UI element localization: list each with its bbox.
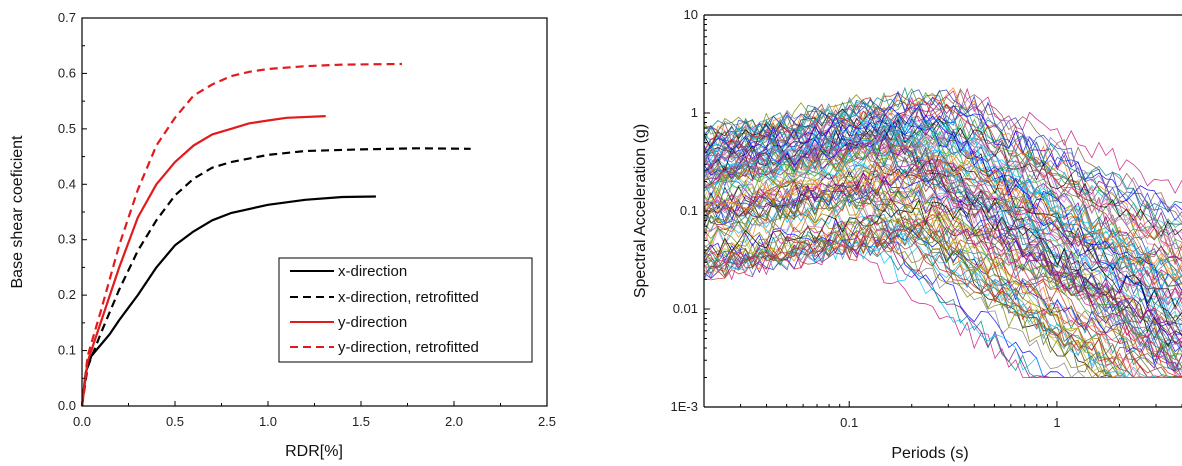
y-tick-label: 0.0 — [58, 398, 76, 413]
y-tick-label: 0.1 — [58, 343, 76, 358]
y-tick-label: 0.4 — [58, 176, 76, 191]
spectrum-line-110 — [704, 155, 1182, 282]
y-tick-label: 1E-3 — [671, 399, 698, 414]
legend-label-x-direction: x-direction — [338, 263, 407, 280]
spectrum-line-102 — [704, 162, 1182, 361]
spectrum-line-35 — [704, 163, 1182, 311]
spectrum-line-74 — [704, 143, 1182, 345]
spectrum-line-119 — [704, 117, 1182, 313]
y-tick-label: 0.7 — [58, 10, 76, 25]
spectrum-line-116 — [704, 182, 1182, 345]
y-tick-label: 10 — [684, 7, 698, 22]
spectra-y-axis-title: Spectral Acceleration (g) — [632, 124, 649, 298]
pushover-chart: 0.0 0.5 1.0 1.5 2.0 2.5 0.0 0.1 0.2 0.3 0.4 0.5 0.6 0… — [9, 10, 556, 460]
spectrum-line-87 — [704, 189, 1182, 304]
spectrum-line-95 — [704, 223, 1182, 378]
spectrum-line-98 — [704, 186, 1182, 378]
y-tick-label: 0.5 — [58, 121, 76, 136]
pushover-series-group — [80, 62, 471, 407]
spectrum-line-67 — [704, 162, 1182, 378]
spectra-x-axis-title: Periods (s) — [891, 445, 968, 462]
y-tick-label: 1 — [691, 105, 698, 120]
spectrum-line-86 — [704, 114, 1182, 306]
spectrum-line-89 — [704, 207, 1182, 378]
spectra-series-group — [704, 86, 1182, 379]
y-tick-label: 0.6 — [58, 65, 76, 80]
legend-label-y-direction: y-direction — [338, 314, 407, 331]
y-tick-label: 0.01 — [673, 301, 698, 316]
spectrum-line-56 — [704, 120, 1182, 277]
y-tick-label: 0.3 — [58, 232, 76, 247]
series-line-2 — [80, 115, 326, 407]
x-tick-label: 1.5 — [352, 414, 370, 429]
spectrum-line-118 — [704, 217, 1182, 379]
x-tick-label: 0.1 — [840, 415, 858, 430]
pushover-legend-box — [278, 257, 533, 363]
spectrum-line-108 — [704, 224, 1182, 379]
x-tick-label: 2.5 — [538, 414, 556, 429]
spectrum-line-113 — [704, 132, 1182, 344]
spectrum-line-105 — [704, 108, 1182, 289]
x-tick-label: 0.5 — [166, 414, 184, 429]
spectrum-line-111 — [704, 105, 1182, 335]
pushover-x-axis-title: RDR[%] — [285, 443, 343, 460]
series-line-0 — [80, 195, 376, 407]
spectrum-line-37 — [704, 87, 1182, 195]
spectrum-line-81 — [704, 181, 1182, 377]
spectrum-line-112 — [704, 86, 1182, 212]
spectrum-line-114 — [704, 226, 1182, 378]
legend-label-y-direction-retrofitted: y-direction, retrofitted — [338, 339, 479, 356]
x-tick-label: 1 — [1053, 415, 1060, 430]
spectrum-line-104 — [704, 123, 1182, 351]
spectra-chart: 1E-3 0.01 0.1 1 10 0.1 1 Periods (s) Spectral … — [632, 7, 1182, 462]
spectrum-line-115 — [704, 182, 1182, 333]
spectrum-line-90 — [704, 154, 1182, 284]
legend-label-x-direction-retrofitted: x-direction, retrofitted — [338, 289, 479, 306]
pushover-legend: x-direction x-direction, retrofitted y-d… — [278, 257, 533, 363]
x-tick-label: 0.0 — [73, 414, 91, 429]
spectrum-line-106 — [704, 113, 1182, 285]
x-tick-label: 2.0 — [445, 414, 463, 429]
x-tick-label: 1.0 — [259, 414, 277, 429]
spectra-ticks: 1E-3 0.01 0.1 1 10 0.1 1 — [671, 7, 1182, 430]
y-tick-label: 0.1 — [680, 203, 698, 218]
pushover-y-axis-title: Base shear coeficient — [9, 135, 26, 289]
y-tick-label: 0.2 — [58, 287, 76, 302]
spectrum-line-69 — [704, 157, 1182, 378]
series-line-3 — [80, 62, 402, 407]
spectrum-line-103 — [704, 198, 1182, 323]
spectrum-line-30 — [704, 86, 1182, 257]
spectrum-line-96 — [704, 190, 1182, 379]
pushover-ticks: 0.0 0.5 1.0 1.5 2.0 2.5 0.0 0.1 0.2 0.3 0.4 0.5 0.6 0… — [58, 10, 556, 429]
